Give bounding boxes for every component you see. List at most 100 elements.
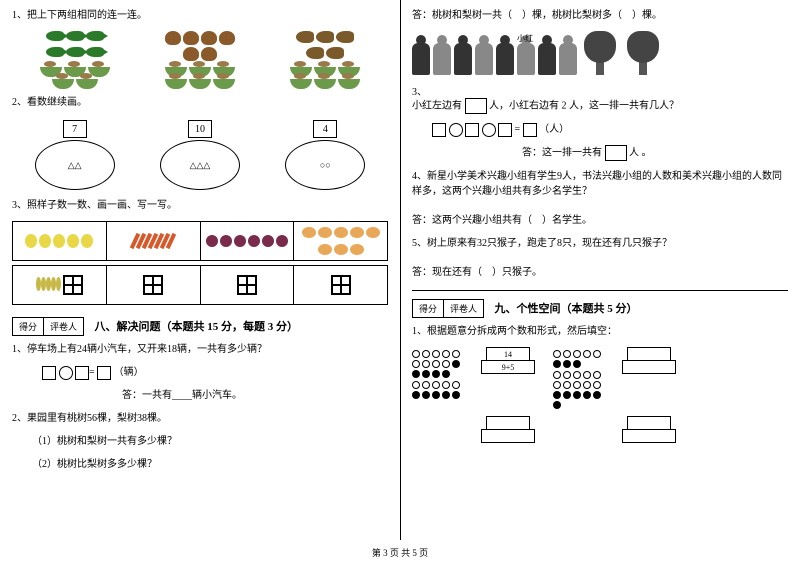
kid-icon [538,43,556,75]
grid4-icon [143,275,163,295]
grader-label: 评卷人 [44,318,83,335]
q3-row: 3、 [412,83,788,98]
boats-c [290,67,360,89]
blank-stack [627,347,676,412]
q8-1-eq: = （辆） [12,365,388,380]
q3-table-top [12,221,388,261]
cell-b3 [201,266,295,304]
dots-c [412,381,468,399]
q3-block: 小红 [412,31,788,75]
stack-blank-bottom[interactable] [622,429,676,443]
stack-blank-top[interactable] [627,347,671,361]
kid-icon [559,43,577,75]
op-circle[interactable] [59,366,73,380]
op-circle[interactable] [482,123,496,137]
q3-l1a: 小红左边有 [412,100,462,111]
score-box-8: 得分 评卷人 [12,317,84,336]
blank-stack-3 [627,416,676,442]
dots-a [412,350,468,378]
blank-box[interactable] [523,123,537,137]
nine-grid: 14 9+5 [412,347,788,412]
oval-shape-2: ○○ [285,140,365,190]
numbox-1: 10 [188,120,212,138]
section9-title: 九、个性空间（本题共 5 分） [495,303,638,315]
dots-b [553,350,609,368]
xh-label: 小红 [517,33,533,45]
cell-beets [201,222,295,260]
stack-blank-bottom[interactable] [481,429,535,443]
cell-leaves [13,266,107,304]
duck-cluster [290,31,360,61]
q8-1: 1、停车场上有24辆小汽车，又开来18辆，一共有多少辆？ [12,342,388,357]
page-footer: 第 3 页 共 5 页 [0,546,800,559]
grader-label: 评卷人 [444,300,483,317]
blank-box[interactable] [465,98,487,114]
fish-cluster [40,31,110,61]
q3-suffix: （人） [539,124,569,135]
blank-box[interactable] [75,366,89,380]
oval-0: 7 △△ [35,120,115,190]
q8-2-1: （1）桃树和梨树一共有多少棵？ [12,434,388,449]
left-column: 1、把上下两组相同的连一连。 2、看数继续画。 7 △△ 10 △△△ 4 ○○… [0,0,400,540]
q3-ans-a: 答：这一排一共有 [522,147,602,158]
oval-2: 4 ○○ [285,120,365,190]
score-label: 得分 [13,318,44,335]
q2-text: 2、看数继续画。 [12,95,388,110]
section9-header: 得分 评卷人 九、个性空间（本题共 5 分） [412,290,788,318]
section8-title: 八、解决问题（本题共 15 分，每题 3 分） [95,321,299,333]
grid4-icon [331,275,351,295]
stack-top: 14 [486,347,530,361]
stack-blank-top[interactable] [486,416,530,430]
q3-ans-b: 人 。 [629,147,652,158]
q9-1: 1、根据题意分拆成两个数和形式，然后填空： [412,324,788,339]
kid-icon [496,43,514,75]
blank-box[interactable] [498,123,512,137]
group-b [553,347,609,412]
numbox-2: 4 [313,120,337,138]
stack-bottom: 9+5 [481,360,535,374]
grid4-icon [63,275,83,295]
cell-eggs [294,222,387,260]
stack-blank-top[interactable] [627,416,671,430]
score-label: 得分 [413,300,444,317]
kid-icon [475,43,493,75]
chicken-cluster [165,31,235,61]
oval-shape-1: △△△ [160,140,240,190]
q1-text: 1、把上下两组相同的连一连。 [12,8,388,23]
kids-row: 小红 [412,31,788,75]
numbox-0: 7 [63,120,87,138]
nine-grid-2 [412,416,788,442]
blank-box[interactable] [42,366,56,380]
cell-b2 [107,266,201,304]
cell-carrots [107,222,201,260]
q5-ans: 答：现在还有（ ）只猴子。 [412,265,788,280]
cell-b4 [294,266,387,304]
blank-box[interactable] [97,366,111,380]
eq-suffix: （辆） [114,367,144,378]
boats-a [40,67,110,89]
q1-bottom-row [12,67,388,89]
kid-icon [412,43,430,75]
tree-icon [580,31,620,75]
q4: 4、新星小学美术兴趣小组有学生9人，书法兴趣小组的人数和美术兴趣小组的人数同样多… [412,169,788,199]
blank-box[interactable] [605,145,627,161]
blank-box[interactable] [465,123,479,137]
stack-blank-bottom[interactable] [622,360,676,374]
leaves [36,277,61,294]
q2-ans: 答：桃树和梨树一共（ ）棵，桃树比梨树多（ ）棵。 [412,8,788,23]
cell-lemons [13,222,107,260]
oval-group: 7 △△ 10 △△△ 4 ○○ [12,120,388,190]
q3-line1: 小红左边有 人，小红右边有 2 人，这一排一共有几人？ [412,98,788,114]
boats-b [165,67,235,89]
op-circle[interactable] [449,123,463,137]
blank-box[interactable] [432,123,446,137]
kid-xiaohong: 小红 [517,43,535,75]
q3-table-bottom [12,265,388,305]
q1-top-row [12,31,388,61]
tree-icon [623,31,663,75]
score-box-9: 得分 评卷人 [412,299,484,318]
q5: 5、树上原来有32只猴子，跑走了8只，现在还有几只猴子？ [412,236,788,251]
kid-icon [454,43,472,75]
dots-d [553,371,609,409]
q8-2-2: （2）桃树比梨树多多少棵？ [12,457,388,472]
